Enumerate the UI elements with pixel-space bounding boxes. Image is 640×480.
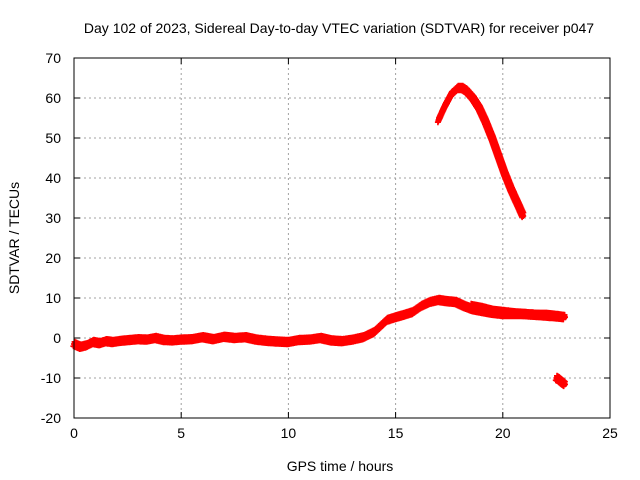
x-axis-label: GPS time / hours <box>287 458 394 474</box>
plot-frame <box>73 57 611 419</box>
x-tick-label: 25 <box>602 425 618 441</box>
chart-title: Day 102 of 2023, Sidereal Day-to-day VTE… <box>84 20 594 36</box>
y-tick-labels: -20 -10 0 10 20 30 40 50 60 70 <box>41 50 61 426</box>
y-tick-label: 40 <box>45 170 61 186</box>
series-markers <box>70 294 568 352</box>
series-sdtvar-main-band <box>70 294 568 352</box>
y-tick-label: 60 <box>45 90 61 106</box>
y-tick-label: 0 <box>53 330 61 346</box>
series-markers <box>434 82 527 221</box>
y-tick-label: 70 <box>45 50 61 66</box>
x-tick-labels: 0 5 10 15 20 25 <box>70 425 618 441</box>
x-tick-label: 20 <box>495 425 511 441</box>
y-tick-label: 10 <box>45 290 61 306</box>
x-tick-label: 15 <box>388 425 404 441</box>
y-tick-label: 30 <box>45 210 61 226</box>
grid-lines <box>74 58 610 418</box>
series-markers <box>552 372 568 390</box>
x-tick-label: 5 <box>177 425 185 441</box>
tick-marks <box>73 57 611 419</box>
series-markers <box>467 300 568 323</box>
y-tick-label: -20 <box>41 410 61 426</box>
y-axis-label: SDTVAR / TECUs <box>6 182 22 294</box>
data-series <box>70 82 568 390</box>
x-tick-label: 10 <box>281 425 297 441</box>
series-sdtvar-peak-arc <box>434 82 527 221</box>
series-sdtvar-secondary-trace <box>467 300 568 323</box>
series-sdtvar-late-tail <box>552 372 568 390</box>
y-tick-label: -10 <box>41 370 61 386</box>
y-tick-label: 50 <box>45 130 61 146</box>
y-tick-label: 20 <box>45 250 61 266</box>
x-tick-label: 0 <box>70 425 78 441</box>
